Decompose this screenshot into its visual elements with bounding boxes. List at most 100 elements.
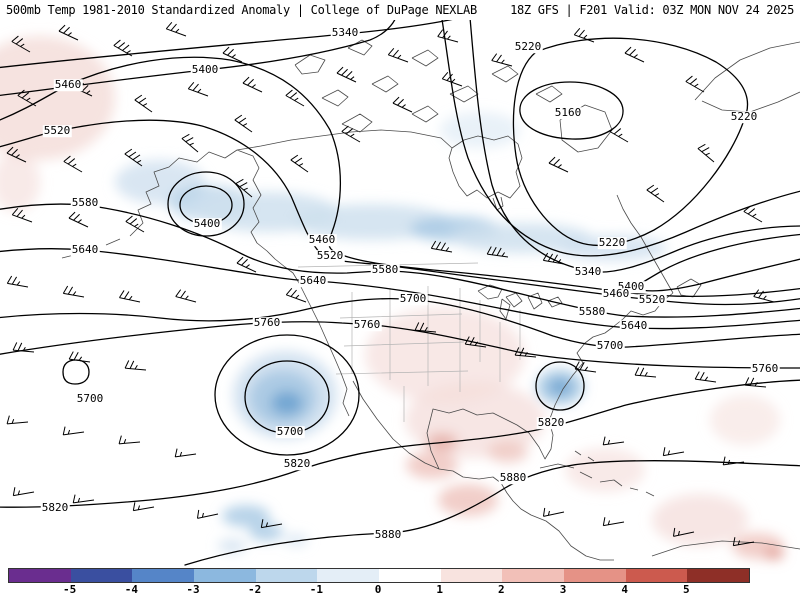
- anomaly-blob: [488, 441, 528, 463]
- anomaly-blob: [249, 523, 283, 541]
- wind-barb: [285, 89, 305, 107]
- anomaly-blob: [710, 395, 780, 445]
- wind-barb: [242, 76, 263, 93]
- wind-barb: [634, 367, 657, 378]
- wind-barb: [341, 125, 361, 143]
- wind-barb: [118, 435, 141, 445]
- colorbar-tick: -4: [124, 583, 138, 596]
- wind-barb: [514, 347, 537, 358]
- height-contours: [0, 0, 800, 566]
- anomaly-blob: [406, 451, 458, 479]
- wind-barb: [72, 494, 95, 504]
- contour-5280: [438, 0, 800, 257]
- wind-barb: [11, 208, 33, 223]
- anomaly-blob: [764, 548, 784, 560]
- contour-5820-se: [535, 361, 585, 411]
- wind-barb: [236, 256, 257, 273]
- colorbar-segment: [9, 569, 71, 582]
- anomaly-blob: [565, 448, 645, 492]
- anomaly-blob: [440, 112, 520, 148]
- colorbar-segment: [687, 569, 750, 582]
- wind-barb: [685, 75, 705, 93]
- wind-barb: [62, 285, 85, 298]
- wind-barb: [222, 46, 243, 63]
- wind-barb: [602, 517, 625, 527]
- colorbar-segment: [502, 569, 565, 582]
- wind-barb: [542, 252, 565, 265]
- wind-barb: [134, 94, 153, 113]
- product-title: 500mb Temp 1981-2010 Standardized Anomal…: [6, 3, 477, 17]
- wind-barb: [336, 66, 357, 83]
- wind-barb: [744, 377, 767, 388]
- wind-barb: [743, 205, 763, 223]
- wind-barb: [11, 35, 31, 53]
- wind-barb: [609, 125, 629, 143]
- wind-barb: [175, 289, 197, 303]
- colorbar-segment: [194, 569, 256, 582]
- anomaly-blob: [365, 307, 525, 403]
- contour-5880: [184, 460, 800, 566]
- colorbar-tick: 3: [559, 583, 567, 596]
- wind-barb: [68, 211, 89, 228]
- anomaly-blob: [557, 235, 667, 261]
- wind-barb: [124, 360, 147, 371]
- wind-barb: [486, 246, 509, 258]
- wind-barb: [602, 436, 625, 446]
- wind-barb: [6, 415, 29, 425]
- contour-5820: [0, 379, 800, 508]
- wind-barb: [732, 537, 755, 547]
- wind-barb: [125, 215, 145, 233]
- wind-barb: [196, 509, 219, 519]
- colorbar-segment: [132, 569, 195, 582]
- wind-barb: [132, 502, 155, 512]
- wind-barb: [165, 22, 187, 37]
- colorbar-tick: 1: [436, 583, 443, 596]
- model-run-valid-time: 18Z GFS | F201 Valid: 03Z MON NOV 24 202…: [510, 3, 794, 17]
- colorbar-tick-labels: -5 -4 -3 -2 -1 0 1 2 3 4 5: [0, 583, 800, 599]
- wind-barb: [548, 156, 569, 173]
- colorbar-segment: [625, 569, 688, 582]
- title-bar: 500mb Temp 1981-2010 Standardized Anomal…: [0, 0, 800, 20]
- wind-barb: [753, 289, 775, 303]
- wind-barb: [542, 507, 565, 517]
- colorbar-tick: -2: [248, 583, 262, 596]
- wind-barb: [672, 527, 695, 537]
- anomaly-blob: [438, 484, 498, 516]
- anomaly-blob: [222, 505, 270, 527]
- contour-5160: [519, 81, 624, 140]
- wind-barb: [437, 29, 459, 43]
- colorbar-segment: [317, 569, 380, 582]
- colorbar-segment: [440, 569, 503, 582]
- colorbar-tick: 4: [621, 583, 628, 596]
- contour-5700-pacific: [62, 359, 90, 385]
- wind-barb: [285, 288, 307, 303]
- colorbar-tick: -5: [63, 583, 77, 596]
- wind-barb: [113, 39, 133, 57]
- contour-5760: [0, 321, 800, 369]
- colorbar-tick: 2: [498, 583, 505, 596]
- wind-barb: [387, 48, 409, 63]
- wind-barb: [430, 240, 453, 253]
- anomaly-blob: [218, 539, 246, 553]
- anomaly-shading: [0, 36, 784, 560]
- wind-barb: [624, 46, 645, 63]
- wind-barbs: [6, 22, 775, 547]
- anomaly-blob: [549, 379, 571, 395]
- colorbar-segment: [70, 569, 133, 582]
- colorbar-tick: -1: [309, 583, 323, 596]
- wind-barb: [17, 89, 37, 107]
- wind-barb: [12, 342, 35, 353]
- wind-barb: [12, 487, 35, 497]
- wind-barb: [234, 114, 253, 133]
- wind-barb: [62, 426, 85, 436]
- wind-barb: [68, 351, 91, 363]
- wind-barb: [6, 146, 27, 163]
- contour-5760-cutoff: [214, 334, 360, 456]
- wind-barb: [573, 28, 595, 43]
- contour-5220: [512, 37, 749, 247]
- wind-barb: [119, 290, 141, 303]
- anomaly-blob: [652, 494, 748, 546]
- anomaly-blob: [284, 534, 308, 546]
